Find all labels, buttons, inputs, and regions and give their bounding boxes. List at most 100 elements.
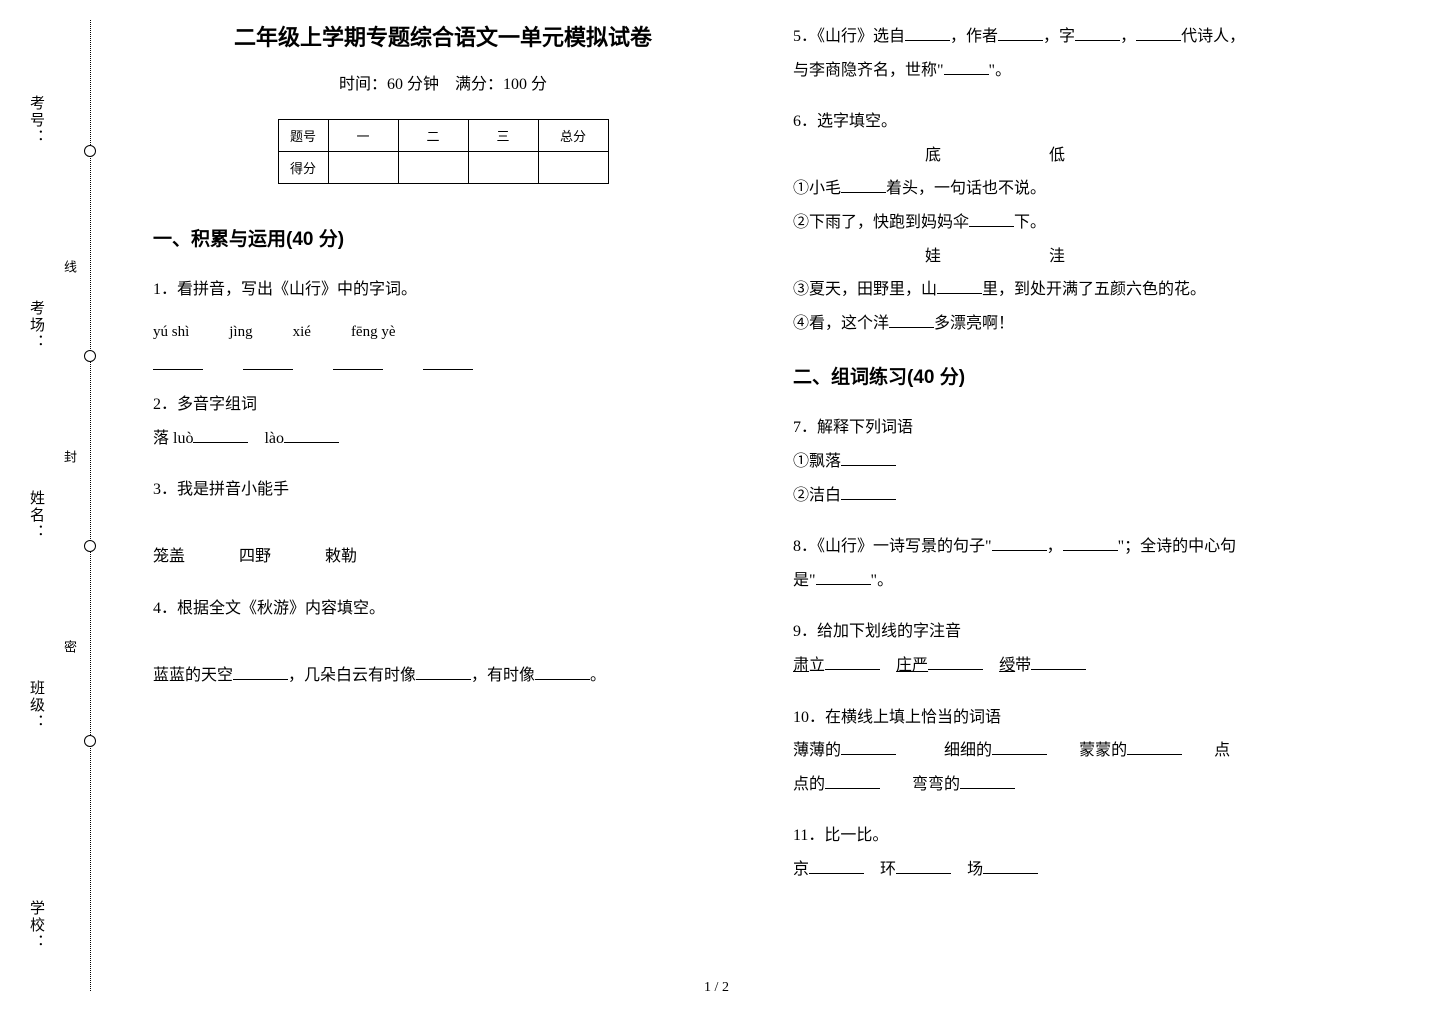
answer-blank <box>333 354 383 370</box>
text: 带 <box>1015 657 1031 674</box>
text: 场 <box>967 861 983 878</box>
question-7: 7．解释下列词语 ①飘落 ②洁白 <box>793 411 1373 512</box>
label-exam-room: 考场： <box>26 300 47 351</box>
text: ①小毛 <box>793 180 841 197</box>
answer-blank <box>960 773 1015 789</box>
q-num: 11． <box>793 827 824 844</box>
binding-circle <box>84 350 96 362</box>
table-cell: 总分 <box>538 120 608 152</box>
cut-label: 密 <box>60 640 79 663</box>
text: ， <box>1047 538 1063 555</box>
word: 敕勒 <box>325 548 357 565</box>
text: 立 <box>809 657 825 674</box>
table-cell <box>398 152 468 184</box>
text: 多漂亮啊！ <box>934 315 1014 332</box>
answer-blank <box>809 858 864 874</box>
text: 。 <box>590 667 606 684</box>
section-1-title: 一、积累与运用(40 分) <box>153 224 733 251</box>
pinyin: fēng yè <box>351 317 396 349</box>
text: 里，到处开满了五颜六色的花。 <box>982 281 1206 298</box>
text: 代诗人， <box>1181 28 1245 45</box>
answer-blank <box>1031 654 1086 670</box>
cut-label: 封 <box>60 450 79 473</box>
answer-blank <box>1127 739 1182 755</box>
answer-blank <box>889 312 934 328</box>
q-num: 2． <box>153 396 177 413</box>
pinyin: xié <box>293 317 311 349</box>
answer-blank <box>841 739 896 755</box>
answer-blank <box>816 569 871 585</box>
table-row: 得分 <box>278 152 608 184</box>
table-row: 题号 一 二 三 总分 <box>278 120 608 152</box>
text: 细细的 <box>944 742 992 759</box>
cut-label: 线 <box>60 260 79 283</box>
question-11: 11．比一比。 京 环 场 <box>793 819 1373 886</box>
q-text: 看拼音，写出《山行》中的字词。 <box>177 281 417 298</box>
binding-circle <box>84 540 96 552</box>
q-num: 3． <box>153 481 177 498</box>
answer-blank <box>896 858 951 874</box>
text: ④看，这个洋 <box>793 315 889 332</box>
q-num: 9． <box>793 623 817 640</box>
word: 四野 <box>239 548 271 565</box>
text: 着头，一句话也不说。 <box>886 180 1046 197</box>
text: 京 <box>793 861 809 878</box>
text: 点的 <box>793 776 825 793</box>
text: ，几朵白云有时像 <box>288 667 416 684</box>
char-option: 洼 <box>997 240 1117 274</box>
table-cell: 二 <box>398 120 468 152</box>
q-text: 给加下划线的字注音 <box>817 623 961 640</box>
question-3: 3．我是拼音小能手 笼盖 四野 敕勒 <box>153 473 733 574</box>
q-num: 8． <box>793 538 817 555</box>
text: 《山行》一诗写景的句子" <box>817 538 992 555</box>
score-table: 题号 一 二 三 总分 得分 <box>278 119 609 184</box>
section-2-title: 二、组词练习(40 分) <box>793 362 1373 389</box>
text: 下。 <box>1014 214 1046 231</box>
q-text: 在横线上填上恰当的词语 <box>825 709 1001 726</box>
binding-circle <box>84 735 96 747</box>
q-num: 4． <box>153 600 177 617</box>
answer-blank <box>841 484 896 500</box>
text: ，作者 <box>950 28 998 45</box>
underlined-char: 绶 <box>999 657 1015 674</box>
text: 环 <box>880 861 896 878</box>
pinyin: yú shì <box>153 317 189 349</box>
question-2: 2．多音字组词 落 luò lào <box>153 388 733 455</box>
text: 蒙蒙的 <box>1079 742 1127 759</box>
left-column: 二年级上学期专题综合语文一单元模拟试卷 时间：60 分钟 满分：100 分 题号… <box>133 20 753 991</box>
answer-blank <box>233 664 288 680</box>
text: 是" <box>793 572 816 589</box>
text: "。 <box>871 572 894 589</box>
text: ， <box>1120 28 1136 45</box>
answer-blank <box>905 25 950 41</box>
text: "。 <box>989 62 1012 79</box>
text: 与李商隐齐名，世称" <box>793 62 944 79</box>
answer-blank <box>284 427 339 443</box>
pinyin: jìng <box>229 317 252 349</box>
question-4: 4．根据全文《秋游》内容填空。 蓝蓝的天空，几朵白云有时像，有时像。 <box>153 592 733 693</box>
exam-subtitle: 时间：60 分钟 满分：100 分 <box>153 70 733 94</box>
binding-margin: 考号： 考场： 姓名： 班级： 学校： 线 封 密 <box>0 0 103 1011</box>
label-class: 班级： <box>26 680 47 731</box>
text: ②下雨了，快跑到妈妈伞 <box>793 214 969 231</box>
answer-blank <box>1075 25 1120 41</box>
char-option: 低 <box>997 139 1117 173</box>
q-text: 比一比。 <box>824 827 888 844</box>
text: ③夏天，田野里，山 <box>793 281 937 298</box>
answer-blank <box>969 211 1014 227</box>
answer-blank <box>841 450 896 466</box>
answer-blank <box>928 654 983 670</box>
q-text: 解释下列词语 <box>817 419 913 436</box>
table-cell <box>328 152 398 184</box>
answer-blank <box>423 354 473 370</box>
answer-blank <box>992 739 1047 755</box>
question-8: 8．《山行》一诗写景的句子"，"；全诗的中心句 是""。 <box>793 530 1373 597</box>
table-cell <box>538 152 608 184</box>
question-6: 6．选字填空。 底 低 ①小毛着头，一句话也不说。 ②下雨了，快跑到妈妈伞下。 … <box>793 105 1373 340</box>
answer-blank <box>944 59 989 75</box>
q-num: 5． <box>793 28 817 45</box>
text: 《山行》选自 <box>817 28 905 45</box>
q-text: 根据全文《秋游》内容填空。 <box>177 600 385 617</box>
char-option: 娃 <box>873 240 993 274</box>
table-cell <box>468 152 538 184</box>
